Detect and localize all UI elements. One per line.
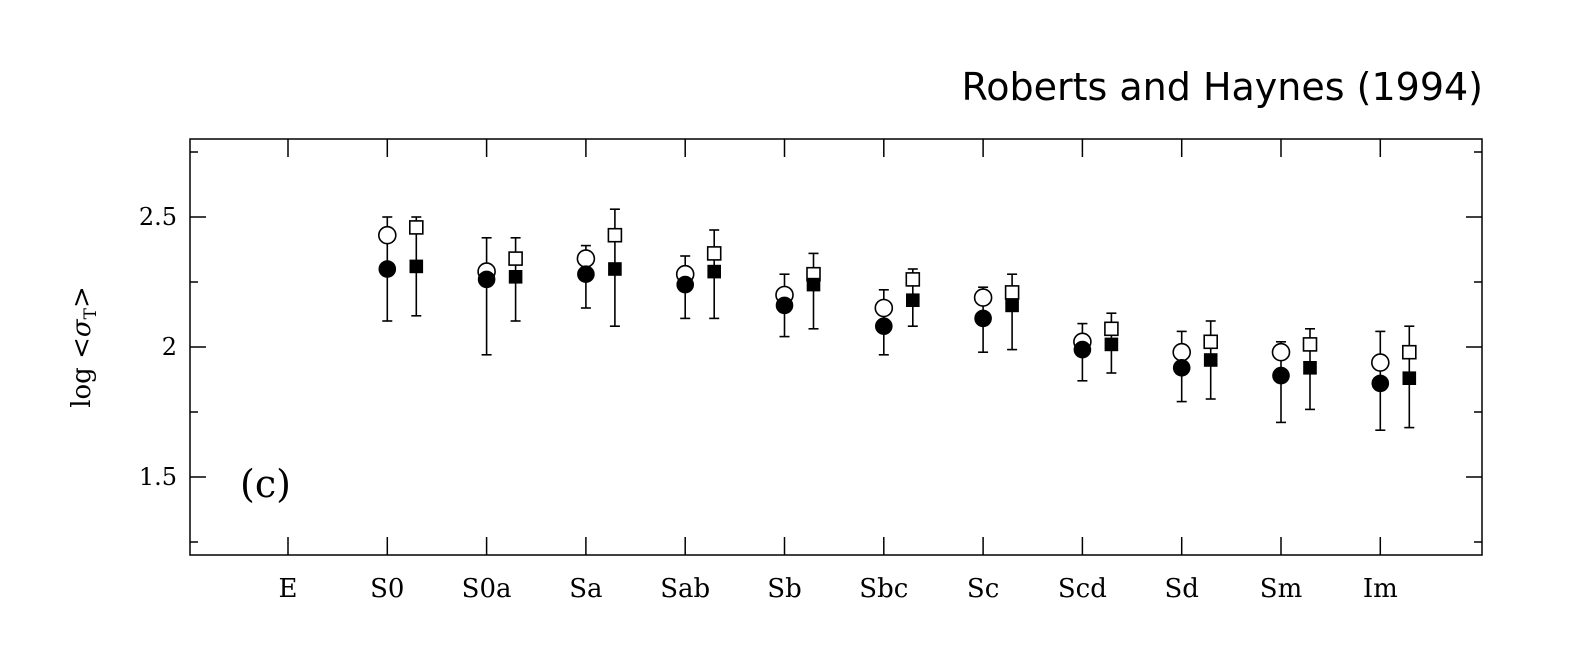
x-tick-label: Sa (569, 574, 602, 604)
filled-circle-point (378, 260, 397, 278)
y-axis-title-symbol: σ (67, 318, 97, 337)
filled-circle-point (775, 296, 794, 315)
filled-square-point (409, 259, 424, 274)
open-square-point (1302, 337, 1318, 352)
filled-square-point (806, 277, 821, 292)
x-tick-labels: E S0 S0a Sa Sab Sb Sbc Sc Scd Sd Sm Im (279, 574, 1398, 604)
x-tick-label: Sm (1260, 574, 1302, 604)
y-axis-title-subscript: T (81, 307, 101, 319)
open-circle-point (1371, 353, 1390, 372)
open-circle-point (576, 249, 596, 268)
y-tick-labels: 1.5 2 2.5 (139, 203, 177, 491)
filled-circle-point (577, 265, 595, 284)
open-circle-point (377, 225, 397, 245)
panel-label: (c) (240, 462, 291, 506)
x-tick-label: S0 (370, 574, 404, 604)
open-circle-point (874, 298, 894, 318)
open-square-point (905, 272, 921, 287)
filled-circle-point (974, 309, 992, 328)
open-square-point (706, 246, 722, 261)
filled-square-point (707, 264, 722, 279)
y-ticks (190, 151, 1482, 543)
filled-circle-point (1371, 374, 1390, 393)
data-markers (377, 220, 1417, 393)
open-square-point (1402, 344, 1417, 360)
filled-circle-point (477, 270, 496, 289)
filled-circle-point (1073, 340, 1092, 359)
open-square-point (1104, 321, 1119, 337)
filled-circle-point (874, 317, 893, 336)
open-square-point (408, 220, 424, 235)
x-tick-label: E (279, 574, 298, 604)
filled-circle-point (676, 275, 695, 294)
x-tick-label: Im (1363, 574, 1398, 604)
filled-square-point (1402, 371, 1417, 386)
x-tick-label: Sbc (859, 574, 908, 604)
y-tick-label: 2 (162, 333, 177, 361)
filled-square-point (1104, 337, 1119, 352)
filled-square-point (905, 293, 920, 308)
x-tick-label: Sb (767, 574, 801, 604)
open-circle-point (1271, 342, 1291, 362)
open-square-point (1004, 285, 1020, 300)
x-tick-label: S0a (462, 574, 512, 604)
filled-square-point (1303, 360, 1317, 375)
chart-credit: Roberts and Haynes (1994) (962, 65, 1483, 109)
error-bars (382, 208, 1415, 432)
open-square-point (1203, 334, 1218, 350)
filled-circle-point (1172, 358, 1191, 377)
open-circle-point (1172, 342, 1191, 362)
filled-square-point (508, 269, 523, 284)
y-tick-label: 1.5 (139, 463, 177, 491)
x-ticks (287, 139, 1382, 555)
open-square-point (508, 251, 523, 266)
y-axis-title-open: < (67, 337, 97, 359)
filled-circle-point (1272, 366, 1290, 385)
open-circle-point (973, 288, 993, 307)
y-tick-label: 2.5 (139, 203, 177, 231)
x-tick-label: Sd (1164, 574, 1198, 604)
open-square-point (607, 227, 623, 243)
x-tick-label: Scd (1058, 574, 1107, 604)
y-axis-title-close: > (67, 286, 97, 308)
x-tick-label: Sab (660, 574, 710, 604)
x-tick-label: Sc (967, 574, 999, 604)
filled-square-point (1203, 353, 1218, 367)
filled-square-point (1005, 298, 1019, 313)
y-axis-title-prefix: log (67, 359, 97, 408)
y-axis-title: log <σT> (67, 286, 101, 408)
filled-square-point (608, 262, 622, 276)
